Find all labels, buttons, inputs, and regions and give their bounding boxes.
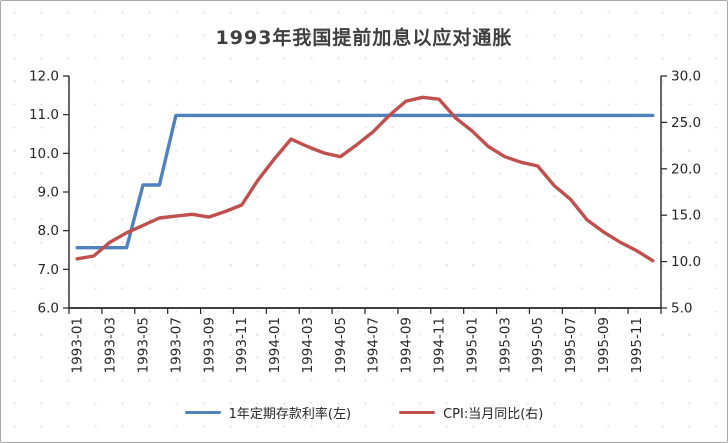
right-axis-label: 20.0 [671,161,701,177]
right-axis-label: 30.0 [671,69,701,85]
series-line-deposit-rate [75,113,655,250]
x-axis-label: 1993-09 [201,317,217,373]
x-axis-label: 1994-05 [333,317,349,373]
x-axis-label: 1995-09 [596,317,612,373]
legend: 1年定期存款利率(左) CPI:当月同比(右) [1,403,727,422]
x-axis-label: 1994-01 [267,317,283,373]
x-axis-label: 1993-01 [70,317,86,373]
left-axis-label: 12.0 [29,69,59,85]
x-axis-label: 1995-07 [563,317,579,373]
left-axis-label: 6.0 [38,301,59,317]
x-axis-label: 1994-03 [300,317,316,373]
series-line-cpi [75,95,655,263]
x-axis-label: 1993-03 [103,317,119,373]
right-axis-label: 15.0 [671,208,701,224]
legend-label-cpi: CPI:当月同比(右) [443,407,544,422]
left-axis-label: 11.0 [29,107,59,123]
x-axis-label: 1994-07 [366,317,382,373]
legend-item-deposit-rate: 1年定期存款利率(左) [184,403,352,422]
x-axis-label: 1994-09 [399,317,415,373]
right-axis-label: 5.0 [671,301,692,317]
left-axis-label: 9.0 [38,185,59,201]
x-axis-label: 1994-11 [432,317,448,373]
x-axis-label: 1995-03 [497,317,513,373]
left-axis-label: 8.0 [38,223,59,239]
cpi-line-swatch [399,410,436,415]
x-axis-label: 1995-11 [629,317,645,373]
left-axis-label: 10.0 [29,146,59,162]
right-axis-label: 10.0 [671,254,701,270]
x-axis-label: 1993-05 [136,317,152,373]
chart-title: 1993年我国提前加息以应对通胀 [215,27,513,49]
deposit-rate-line-swatch [184,410,221,415]
x-axis-label: 1993-11 [234,317,250,373]
x-axis-label: 1995-01 [464,317,480,373]
right-axis-label: 25.0 [671,115,701,131]
x-axis-label: 1995-05 [530,317,546,373]
legend-item-cpi: CPI:当月同比(右) [399,403,543,422]
legend-label-deposit-rate: 1年定期存款利率(左) [228,407,352,422]
x-axis-label: 1993-07 [168,317,184,373]
left-axis-label: 7.0 [38,262,59,278]
